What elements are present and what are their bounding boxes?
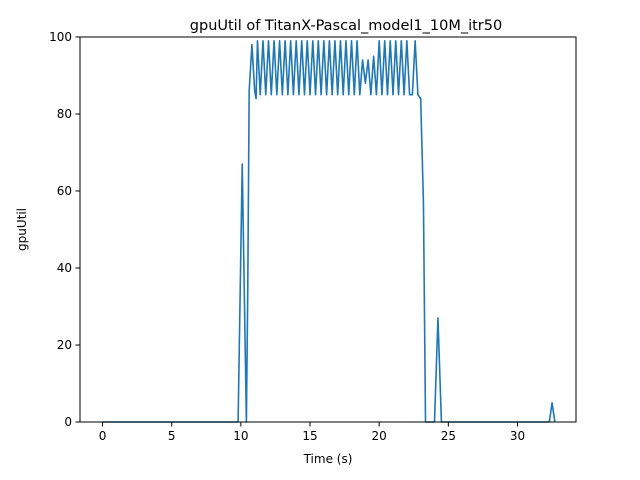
y-axis-label: gpuUtil: [15, 208, 29, 251]
x-tick-label: 5: [168, 429, 176, 443]
x-axis-ticks: 0 5 10 15 20 25 30: [99, 422, 525, 443]
x-tick-label: 0: [99, 429, 107, 443]
y-tick-label: 20: [57, 338, 72, 352]
y-tick-label: 40: [57, 261, 72, 275]
x-tick-label: 15: [302, 429, 317, 443]
y-tick-label: 80: [57, 107, 72, 121]
series-line-gpuutil: [102, 40, 556, 423]
y-tick-label: 100: [49, 30, 72, 44]
y-tick-label: 60: [57, 184, 72, 198]
plot-frame: [79, 36, 577, 423]
y-axis-ticks: 0 20 40 60 80 100: [49, 30, 80, 429]
x-tick-label: 25: [441, 429, 456, 443]
y-tick-label: 0: [64, 415, 72, 429]
plot-area: [102, 40, 556, 423]
chart-title: gpuUtil of TitanX-Pascal_model1_10M_itr5…: [190, 18, 502, 34]
x-tick-label: 20: [372, 429, 387, 443]
x-tick-label: 10: [233, 429, 248, 443]
x-axis-label: Time (s): [303, 452, 353, 466]
x-tick-label: 30: [510, 429, 525, 443]
